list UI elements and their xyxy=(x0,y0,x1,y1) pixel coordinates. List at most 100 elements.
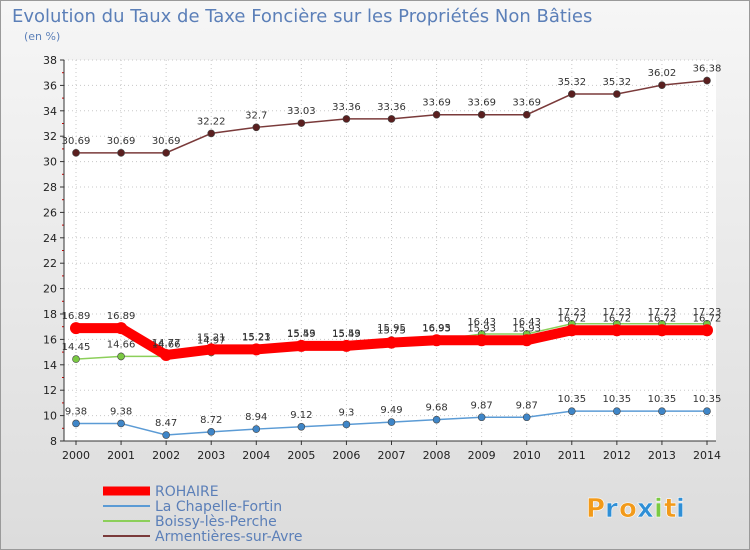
point-la-chapelle-fortin xyxy=(432,415,441,424)
logo-letter: i xyxy=(676,494,685,524)
point-rohaire xyxy=(655,324,668,337)
plot-area xyxy=(64,60,716,441)
point-rohaire xyxy=(295,339,308,352)
point-rohaire xyxy=(520,334,533,347)
data-label-la-chapelle-fortin: 9.12 xyxy=(290,410,312,421)
point-armenti-res-sur-avre xyxy=(567,90,576,98)
point-armenti-res-sur-avre xyxy=(117,149,125,157)
point-la-chapelle-fortin xyxy=(297,422,306,431)
y-tick-label: 22 xyxy=(43,257,57,270)
gridlines xyxy=(64,59,716,442)
data-label-rohaire: 16.72 xyxy=(603,313,632,324)
point-rohaire xyxy=(340,339,353,352)
point-rohaire xyxy=(160,349,173,362)
y-tick-label: 32 xyxy=(43,130,57,143)
x-tick-label: 2011 xyxy=(558,449,586,462)
x-tick-label: 2013 xyxy=(648,449,676,462)
data-label-rohaire: 15.49 xyxy=(287,329,316,340)
y-tick-label: 14 xyxy=(43,359,57,372)
point-armenti-res-sur-avre xyxy=(613,90,621,98)
point-la-chapelle-fortin xyxy=(613,407,621,415)
y-tick-label: 24 xyxy=(43,232,57,245)
data-label-armenti-res-sur-avre: 33.69 xyxy=(422,98,451,109)
data-label-boissy-l-s-perche: 16.43 xyxy=(512,317,541,328)
data-label-armenti-res-sur-avre: 32.22 xyxy=(197,116,226,127)
data-label-armenti-res-sur-avre: 33.03 xyxy=(287,106,316,117)
data-label-rohaire: 15.21 xyxy=(197,332,226,343)
x-tick-label: 2007 xyxy=(378,449,406,462)
y-tick-label: 10 xyxy=(43,410,57,423)
point-armenti-res-sur-avre xyxy=(342,115,351,123)
data-label-la-chapelle-fortin: 9.3 xyxy=(338,407,354,418)
point-boissy-l-s-perche xyxy=(72,355,80,363)
data-label-la-chapelle-fortin: 9.87 xyxy=(516,400,538,411)
legend-label-armenti-res-sur-avre: Armentières-sur-Avre xyxy=(155,529,303,545)
logo-letter: x xyxy=(637,494,654,524)
point-rohaire xyxy=(475,334,488,347)
data-label-armenti-res-sur-avre: 33.69 xyxy=(467,98,496,109)
y-tick-label: 36 xyxy=(43,79,57,92)
point-la-chapelle-fortin xyxy=(342,420,351,429)
y-tick-label: 34 xyxy=(43,105,57,118)
x-tick-label: 2006 xyxy=(332,449,360,462)
data-label-rohaire: 15.21 xyxy=(242,332,271,343)
x-tick-label: 2003 xyxy=(197,449,225,462)
y-tick-label: 20 xyxy=(43,283,57,296)
data-label-rohaire: 14.77 xyxy=(152,338,181,349)
data-label-rohaire: 16.72 xyxy=(693,313,722,324)
data-label-boissy-l-s-perche: 14.66 xyxy=(152,339,181,350)
point-la-chapelle-fortin xyxy=(477,413,486,422)
x-tick-label: 2014 xyxy=(693,449,721,462)
axes: 8 10 12 14 16 18 20 22 24 26 28 30 32 34 36 38 2000 2001 2… xyxy=(43,54,721,462)
data-label-rohaire: 15.49 xyxy=(332,329,361,340)
point-rohaire xyxy=(430,334,443,347)
data-label-rohaire: 16.72 xyxy=(557,313,586,324)
data-label-armenti-res-sur-avre: 33.36 xyxy=(332,102,361,113)
point-la-chapelle-fortin xyxy=(252,425,261,433)
data-label-la-chapelle-fortin: 8.72 xyxy=(200,415,222,426)
point-armenti-res-sur-avre xyxy=(703,76,711,85)
data-label-armenti-res-sur-avre: 35.32 xyxy=(603,77,632,88)
data-label-la-chapelle-fortin: 8.94 xyxy=(245,412,267,423)
data-label-la-chapelle-fortin: 9.68 xyxy=(425,403,447,414)
data-label-la-chapelle-fortin: 8.47 xyxy=(155,418,177,429)
point-rohaire xyxy=(701,324,713,337)
data-label-boissy-l-s-perche: 15.23 xyxy=(242,332,271,343)
point-armenti-res-sur-avre xyxy=(522,110,531,119)
legend-label-rohaire: ROHAIRE xyxy=(155,484,219,500)
data-label-la-chapelle-fortin: 9.49 xyxy=(380,405,402,416)
point-armenti-res-sur-avre xyxy=(297,119,306,127)
data-label-boissy-l-s-perche: 15.53 xyxy=(287,328,316,339)
point-la-chapelle-fortin xyxy=(72,419,80,428)
point-la-chapelle-fortin xyxy=(387,418,396,426)
y-axis-label: (en %) xyxy=(24,30,60,43)
x-tick-label: 2004 xyxy=(242,449,270,462)
point-armenti-res-sur-avre xyxy=(252,123,261,132)
legend-label-boissy-l-s-perche: Boissy-lès-Perche xyxy=(155,514,277,530)
data-label-armenti-res-sur-avre: 30.69 xyxy=(62,136,91,147)
data-label-boissy-l-s-perche: 17.23 xyxy=(693,307,722,318)
point-la-chapelle-fortin xyxy=(207,428,216,436)
x-tick-label: 2001 xyxy=(107,449,135,462)
data-label-boissy-l-s-perche: 14.45 xyxy=(62,342,91,353)
data-label-boissy-l-s-perche: 16.95 xyxy=(422,323,451,334)
point-la-chapelle-fortin xyxy=(658,407,666,415)
x-tick-label: 2000 xyxy=(62,449,90,462)
data-label-armenti-res-sur-avre: 33.69 xyxy=(512,98,541,109)
point-armenti-res-sur-avre xyxy=(387,115,396,123)
y-tick-label: 26 xyxy=(43,206,57,219)
data-label-rohaire: 16.89 xyxy=(62,311,91,322)
data-label-armenti-res-sur-avre: 33.36 xyxy=(377,102,406,113)
logo-letter: P xyxy=(586,494,605,524)
data-label-rohaire: 16.89 xyxy=(107,311,136,322)
data-label-rohaire: 16.93 xyxy=(422,323,451,334)
point-armenti-res-sur-avre xyxy=(162,149,170,157)
x-tick-label: 2010 xyxy=(513,449,541,462)
data-label-rohaire: 15.93 xyxy=(512,323,541,334)
legend-label-la-chapelle-fortin: La Chapelle-Fortin xyxy=(155,499,282,515)
data-label-boissy-l-s-perche: 15.53 xyxy=(332,328,361,339)
data-label-armenti-res-sur-avre: 32.7 xyxy=(245,110,267,121)
y-tick-label: 16 xyxy=(43,333,57,346)
